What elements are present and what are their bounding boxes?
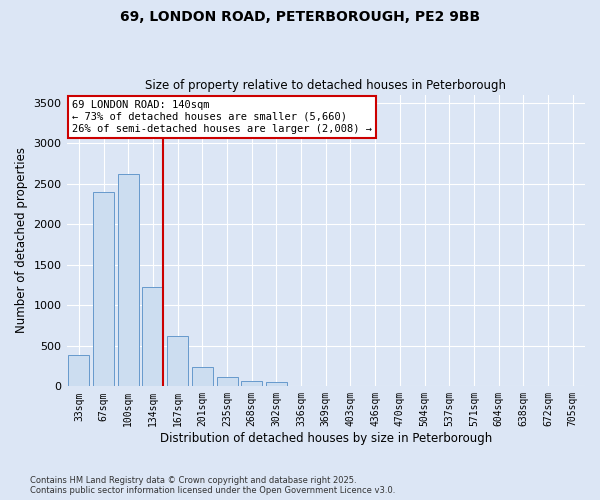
Bar bbox=[167, 336, 188, 386]
Bar bbox=[217, 378, 238, 386]
Bar bbox=[93, 192, 114, 386]
Text: 69 LONDON ROAD: 140sqm
← 73% of detached houses are smaller (5,660)
26% of semi-: 69 LONDON ROAD: 140sqm ← 73% of detached… bbox=[72, 100, 372, 134]
Text: 69, LONDON ROAD, PETERBOROUGH, PE2 9BB: 69, LONDON ROAD, PETERBOROUGH, PE2 9BB bbox=[120, 10, 480, 24]
Text: Contains HM Land Registry data © Crown copyright and database right 2025.
Contai: Contains HM Land Registry data © Crown c… bbox=[30, 476, 395, 495]
Y-axis label: Number of detached properties: Number of detached properties bbox=[15, 148, 28, 334]
Bar bbox=[192, 367, 213, 386]
Bar bbox=[118, 174, 139, 386]
Bar bbox=[241, 380, 262, 386]
Title: Size of property relative to detached houses in Peterborough: Size of property relative to detached ho… bbox=[145, 79, 506, 92]
Bar bbox=[266, 382, 287, 386]
Bar bbox=[68, 354, 89, 386]
X-axis label: Distribution of detached houses by size in Peterborough: Distribution of detached houses by size … bbox=[160, 432, 492, 445]
Bar bbox=[142, 286, 163, 386]
